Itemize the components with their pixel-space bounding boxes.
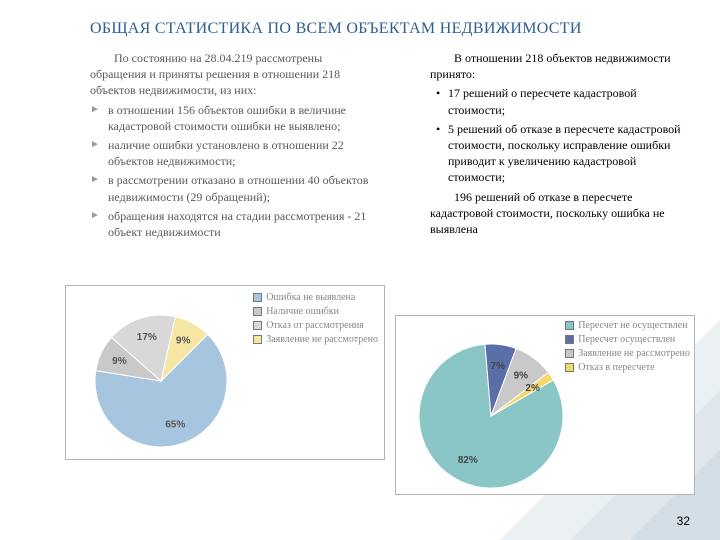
list-item: в отношении 156 объектов ошибки в величи… [90,102,380,134]
legend-label: Заявление не рассмотрено [578,348,690,359]
right-text-block: В отношении 218 объектов недвижимости пр… [430,50,690,237]
right-list: 17 решений о пересчете кадастровой стоим… [430,85,690,185]
legend-item: Пересчет осуществлен [565,334,690,345]
legend-item: Отказ в пересчете [565,362,690,373]
svg-text:65%: 65% [165,419,185,430]
legend-swatch [253,307,262,316]
svg-text:2%: 2% [525,383,540,394]
svg-text:9%: 9% [112,356,127,367]
page-title: ОБЩАЯ СТАТИСТИКА ПО ВСЕМ ОБЪЕКТАМ НЕДВИЖ… [90,20,582,38]
list-item: обращения находятся на стадии рассмотрен… [90,208,380,240]
legend-swatch [253,293,262,302]
page-number: 32 [677,514,690,528]
legend-label: Отказ в пересчете [578,362,654,373]
chart-left: 65% 9% 17% 9% Ошибка не выявлена Наличие ош… [65,285,385,460]
legend-swatch [565,321,574,330]
legend-label: Пересчет осуществлен [578,334,675,345]
left-text-block: По состоянию на 28.04.219 рассмотрены об… [90,50,380,240]
list-item: наличие ошибки установлено в отношении 2… [90,137,380,169]
legend-item: Наличие ошибки [253,306,378,317]
svg-text:82%: 82% [458,455,478,466]
legend-item: Заявление не рассмотрено [565,348,690,359]
legend-label: Заявление не рассмотрено [266,334,378,345]
legend-swatch [565,363,574,372]
chart-left-legend: Ошибка не выявлена Наличие ошибки Отказ … [253,292,378,348]
svg-text:9%: 9% [176,335,191,346]
legend-item: Пересчет не осуществлен [565,320,690,331]
legend-item: Заявление не рассмотрено [253,334,378,345]
right-tail: 196 решений об отказе в пересчете кадаст… [430,189,690,238]
left-intro: По состоянию на 28.04.219 рассмотрены об… [90,50,380,99]
legend-label: Наличие ошибки [266,306,339,317]
list-item: 17 решений о пересчете кадастровой стоим… [430,85,690,117]
legend-swatch [565,335,574,344]
legend-label: Пересчет не осуществлен [578,320,687,331]
svg-text:9%: 9% [514,370,529,381]
legend-swatch [253,335,262,344]
svg-text:7%: 7% [491,361,506,372]
legend-label: Отказ от рассмотрения [266,320,364,331]
legend-swatch [565,349,574,358]
legend-item: Ошибка не выявлена [253,292,378,303]
chart-right: 82% 7% 9% 2% Пересчет не осуществлен Пересч… [395,315,695,495]
legend-swatch [253,321,262,330]
svg-text:17%: 17% [137,332,157,343]
list-item: в рассмотрении отказано в отношении 40 о… [90,172,380,204]
chart-right-legend: Пересчет не осуществлен Пересчет осущест… [565,320,690,376]
list-item: 5 решений об отказе в пересчете кадастро… [430,121,690,186]
legend-item: Отказ от рассмотрения [253,320,378,331]
legend-label: Ошибка не выявлена [266,292,355,303]
left-list: в отношении 156 объектов ошибки в величи… [90,102,380,241]
right-intro: В отношении 218 объектов недвижимости пр… [430,50,690,82]
